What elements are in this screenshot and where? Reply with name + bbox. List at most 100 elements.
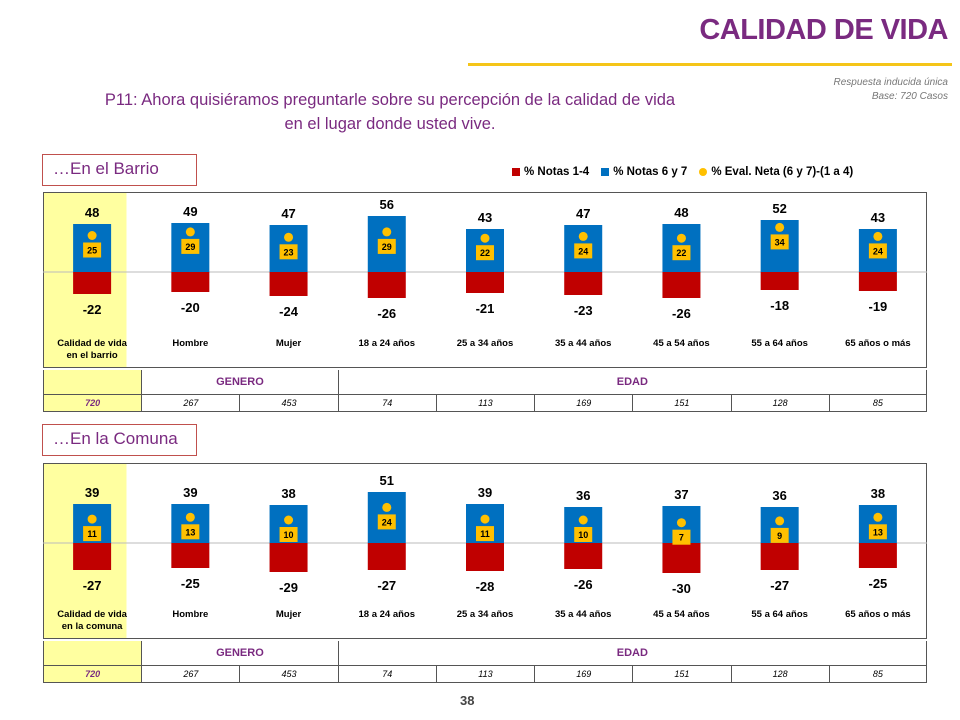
label-negative: -21 bbox=[476, 301, 495, 316]
title-rule bbox=[468, 63, 952, 66]
net-dot bbox=[480, 233, 490, 243]
bar-negative bbox=[73, 272, 112, 294]
category-label: 25 a 34 años bbox=[456, 338, 514, 349]
bar-negative bbox=[564, 272, 603, 295]
group-row: GENERO EDAD bbox=[43, 641, 927, 665]
group-cell-empty bbox=[43, 641, 142, 665]
legend-swatch-negative bbox=[512, 168, 520, 176]
label-negative: -18 bbox=[770, 298, 789, 313]
label-positive: 39 bbox=[85, 485, 99, 500]
legend-swatch-positive bbox=[601, 168, 610, 176]
label-net: 24 bbox=[382, 517, 392, 527]
label-negative: -25 bbox=[181, 576, 200, 591]
bar-negative bbox=[367, 272, 406, 298]
category-label-line: en el barrio bbox=[66, 350, 118, 361]
label-net: 29 bbox=[382, 242, 392, 252]
label-net: 22 bbox=[480, 248, 490, 258]
label-net: 7 bbox=[679, 533, 684, 543]
net-value-box bbox=[770, 527, 789, 543]
category-label: 18 a 24 años bbox=[358, 609, 416, 620]
label-positive: 38 bbox=[281, 486, 295, 501]
legend-item-negative: % Notas 1-4 bbox=[512, 166, 589, 178]
legend-label-negative: % Notas 1-4 bbox=[524, 166, 590, 178]
label-negative: -25 bbox=[868, 576, 887, 591]
category-label: 45 a 54 años bbox=[653, 609, 710, 620]
label-net: 29 bbox=[185, 242, 195, 252]
net-value-box bbox=[672, 529, 691, 545]
label-positive: 43 bbox=[871, 210, 885, 225]
base-cell: 720 bbox=[43, 666, 142, 682]
bar-negative bbox=[269, 272, 308, 296]
base-cell: 74 bbox=[337, 395, 436, 411]
question-line-2: en el lugar donde usted vive. bbox=[284, 115, 496, 133]
label-net: 25 bbox=[87, 246, 97, 256]
net-value-box bbox=[279, 527, 298, 542]
category-label: 55 a 64 años bbox=[751, 338, 808, 349]
label-negative: -23 bbox=[574, 303, 593, 318]
label-net: 9 bbox=[777, 531, 782, 541]
bar-negative bbox=[466, 272, 504, 293]
group-genero: GENERO bbox=[141, 641, 337, 665]
question-line-1: P11: Ahora quisiéramos preguntarle sobre… bbox=[104, 91, 676, 109]
chart-svg: 48 -22 25 49 -20 29 47 -24 23 56 -26 29 43 -21 22 47 -23… bbox=[43, 192, 927, 368]
net-value-box bbox=[181, 524, 200, 540]
label-positive: 49 bbox=[183, 204, 197, 219]
category-label: 35 a 44 años bbox=[554, 609, 612, 620]
label-net: 13 bbox=[185, 527, 195, 537]
group-cell-empty bbox=[43, 370, 142, 394]
label-negative: -19 bbox=[868, 299, 887, 314]
net-dot bbox=[382, 502, 392, 512]
net-value-box bbox=[574, 527, 593, 542]
net-value-box bbox=[672, 245, 691, 261]
net-value-box bbox=[574, 243, 593, 259]
chart-panel-barrio: 48 -22 25 49 -20 29 47 -24 23 56 -26 29 43 -21 22 47 -23… bbox=[43, 192, 927, 416]
net-dot bbox=[382, 227, 392, 237]
label-negative: -27 bbox=[770, 578, 789, 593]
label-negative: -26 bbox=[672, 306, 691, 321]
category-label: Hombre bbox=[172, 338, 209, 349]
label-net: 11 bbox=[480, 529, 490, 539]
net-dot bbox=[676, 518, 686, 528]
bar-negative bbox=[564, 543, 603, 569]
bar-negative bbox=[662, 543, 701, 573]
legend-label-net: % Eval. Neta (6 y 7)-(1 a 4) bbox=[711, 166, 854, 178]
category-label: Calidad de vida en la comuna bbox=[43, 609, 141, 633]
bar-negative bbox=[171, 272, 210, 292]
label-positive: 36 bbox=[576, 488, 590, 503]
net-value-box bbox=[377, 514, 396, 530]
category-label: 18 a 24 años bbox=[358, 338, 416, 349]
net-value-box bbox=[476, 245, 494, 261]
label-net: 22 bbox=[676, 248, 686, 258]
net-dot bbox=[873, 231, 883, 241]
base-cell: 453 bbox=[239, 666, 337, 682]
category-label: 65 años o más bbox=[845, 338, 911, 349]
category-label: Calidad de vida en el barrio bbox=[43, 338, 141, 362]
net-dot bbox=[480, 514, 490, 524]
net-value-box bbox=[868, 524, 887, 540]
page-title: CALIDAD DE VIDA bbox=[699, 14, 948, 46]
section-label-barrio: …En el Barrio bbox=[42, 154, 197, 186]
legend-label-positive: % Notas 6 y 7 bbox=[613, 166, 688, 178]
label-net: 11 bbox=[87, 529, 97, 539]
label-negative: -24 bbox=[279, 304, 299, 319]
category-label: 35 a 44 años bbox=[554, 338, 612, 349]
page-number: 38 bbox=[460, 693, 475, 708]
label-negative: -27 bbox=[83, 578, 102, 593]
label-negative: -20 bbox=[181, 300, 200, 315]
net-dot bbox=[775, 222, 785, 232]
net-value-box bbox=[868, 243, 887, 259]
label-positive: 56 bbox=[380, 197, 394, 212]
bar-negative bbox=[858, 543, 897, 568]
group-row: GENERO EDAD bbox=[43, 370, 927, 394]
bar-negative bbox=[367, 543, 406, 570]
label-negative: -27 bbox=[377, 578, 396, 593]
net-dot bbox=[578, 231, 588, 241]
category-label: 25 a 34 años bbox=[456, 609, 514, 620]
net-value-box bbox=[83, 526, 102, 542]
base-cell: 453 bbox=[239, 395, 337, 411]
label-negative: -26 bbox=[574, 577, 593, 592]
label-negative: -29 bbox=[279, 580, 298, 595]
label-positive: 38 bbox=[871, 486, 885, 501]
net-value-box bbox=[181, 238, 200, 254]
category-label: Hombre bbox=[172, 609, 209, 620]
